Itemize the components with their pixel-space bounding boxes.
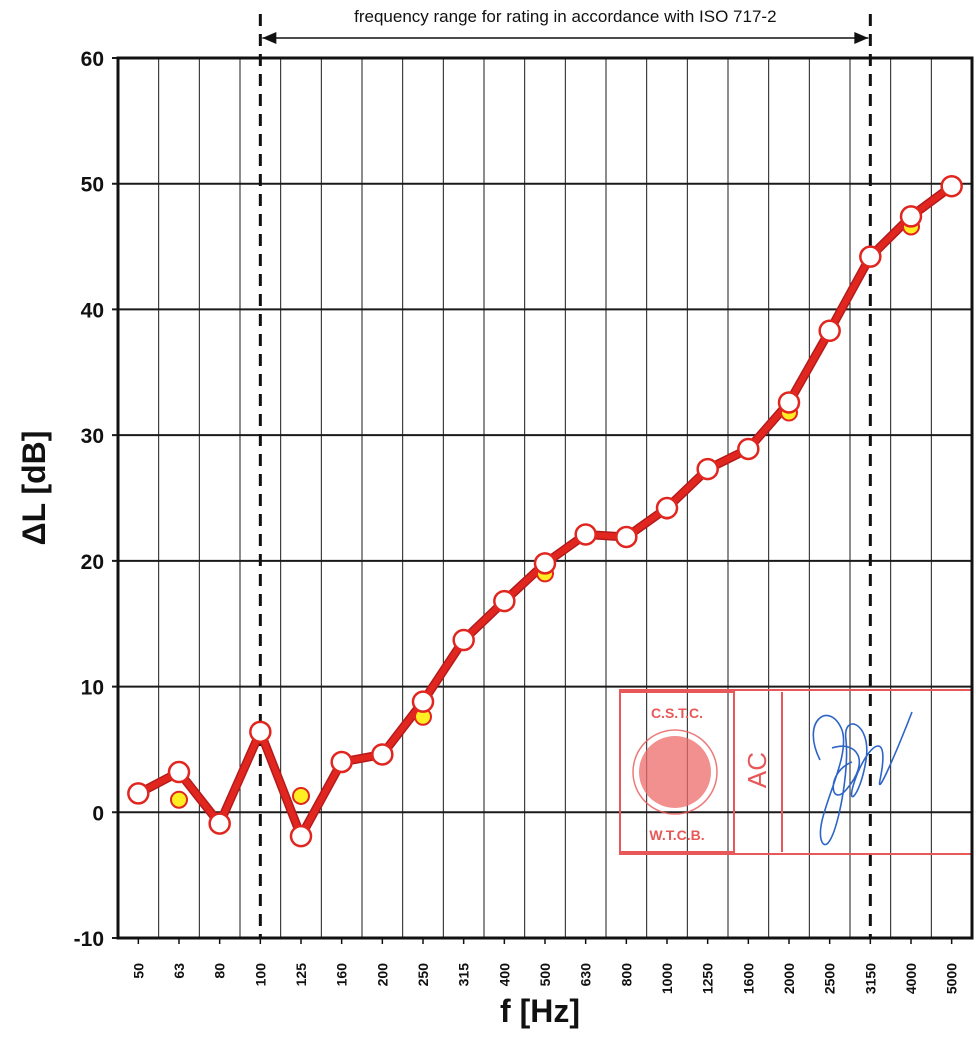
x-tick-label: 200 xyxy=(374,963,390,987)
data-marker xyxy=(289,824,313,848)
stamp-emblem xyxy=(639,736,711,808)
data-marker xyxy=(777,391,801,414)
axis-layer: -10 0 10 20 30 40 50 60 50 63 80 100 125 160 200 250 315… xyxy=(16,48,974,1029)
x-tick-label: 63 xyxy=(171,963,187,979)
x-tick-label: 800 xyxy=(618,963,634,987)
y-tick-label: 30 xyxy=(81,425,104,448)
x-tick-label: 1000 xyxy=(659,963,675,994)
x-tick-label: 3150 xyxy=(862,963,878,994)
x-tick-label: 125 xyxy=(293,963,309,987)
plot-area xyxy=(118,58,972,938)
x-tick-label: 630 xyxy=(578,963,594,987)
range-annotation: frequency range for rating in accordance… xyxy=(354,7,776,26)
stamp-bottom-text: W.T.C.B. xyxy=(649,827,704,843)
data-marker xyxy=(940,174,963,198)
x-tick-label: 2000 xyxy=(781,963,797,994)
data-marker xyxy=(493,589,516,613)
data-marker xyxy=(859,245,882,268)
secondary-marker xyxy=(170,790,188,809)
data-marker xyxy=(330,750,353,774)
x-tick-label: 80 xyxy=(212,963,228,979)
range-arrow-head-right xyxy=(854,32,869,44)
data-marker xyxy=(452,628,475,652)
y-tick-label: 60 xyxy=(81,48,104,71)
x-tick-label: 1250 xyxy=(700,963,716,994)
y-tick-label: 40 xyxy=(81,299,104,322)
x-tick-label: 315 xyxy=(456,963,472,987)
data-marker xyxy=(371,743,394,766)
data-marker xyxy=(249,720,272,744)
signature xyxy=(812,711,913,846)
data-marker xyxy=(737,437,760,461)
x-tick-label: 400 xyxy=(496,963,512,987)
x-tick-label: 50 xyxy=(130,963,146,979)
x-tick-label: 5000 xyxy=(944,963,960,994)
y-tick-label: 50 xyxy=(81,174,104,197)
y-axis-title: ΔL [dB] xyxy=(16,431,52,546)
rating-range-layer: frequency range for rating in accordance… xyxy=(258,7,872,938)
data-marker xyxy=(167,760,191,784)
data-marker xyxy=(615,525,638,549)
data-marker xyxy=(574,523,597,546)
data-marker xyxy=(411,690,435,713)
series-markers xyxy=(127,174,963,848)
y-tick-label: 20 xyxy=(81,551,104,574)
stamp-box xyxy=(619,691,735,853)
x-tick-label: 250 xyxy=(415,963,431,987)
range-arrow-head-left xyxy=(262,32,277,44)
x-tick-label: 100 xyxy=(252,963,268,987)
data-marker xyxy=(899,205,923,228)
stamp-initials: AC xyxy=(742,752,772,788)
grid-layer xyxy=(112,57,972,939)
stamp-emblem-ring xyxy=(632,729,718,815)
y-tick-label: -10 xyxy=(74,928,104,951)
y-tick-label: 10 xyxy=(81,677,104,700)
x-axis-title: f [Hz] xyxy=(500,993,580,1029)
stamp-top-text: C.S.T.C. xyxy=(651,705,703,721)
x-tick-label: 500 xyxy=(537,963,553,987)
y-tick-label: 0 xyxy=(92,802,104,825)
data-marker xyxy=(818,319,841,343)
data-marker xyxy=(696,457,719,481)
data-marker xyxy=(208,812,231,835)
data-marker xyxy=(127,782,150,805)
stamp-layer: C.S.T.C. W.T.C.B. AC xyxy=(619,689,973,855)
x-tick-label: 1600 xyxy=(740,963,756,994)
x-tick-label: 2500 xyxy=(822,963,838,994)
secondary-marker xyxy=(292,786,310,805)
data-marker xyxy=(655,496,679,520)
x-tick-label: 4000 xyxy=(903,963,919,994)
x-tick-label: 160 xyxy=(334,963,350,987)
data-marker xyxy=(533,552,557,575)
